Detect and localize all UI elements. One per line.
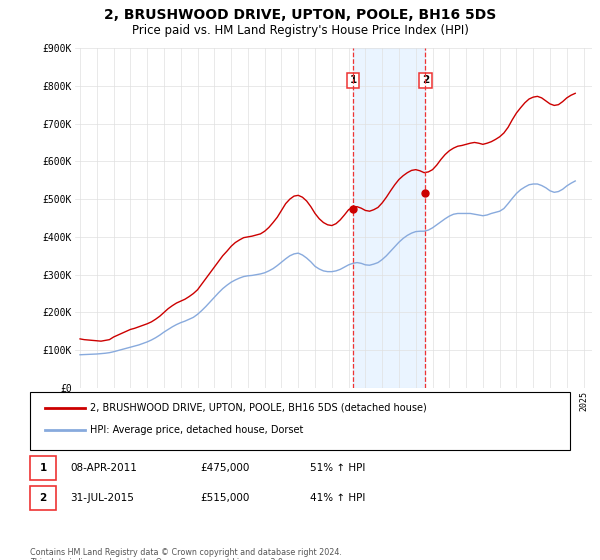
Text: 41% ↑ HPI: 41% ↑ HPI: [310, 493, 365, 503]
Text: £475,000: £475,000: [200, 463, 250, 473]
Text: 2: 2: [40, 493, 47, 503]
Text: Contains HM Land Registry data © Crown copyright and database right 2024.
This d: Contains HM Land Registry data © Crown c…: [30, 548, 342, 560]
Text: 51% ↑ HPI: 51% ↑ HPI: [310, 463, 365, 473]
Text: £515,000: £515,000: [200, 493, 250, 503]
Bar: [353, 48, 425, 388]
Text: 08-APR-2011: 08-APR-2011: [70, 463, 137, 473]
Text: 31-JUL-2015: 31-JUL-2015: [70, 493, 134, 503]
Text: 1: 1: [350, 75, 357, 85]
Text: Price paid vs. HM Land Registry's House Price Index (HPI): Price paid vs. HM Land Registry's House …: [131, 24, 469, 37]
Text: 2, BRUSHWOOD DRIVE, UPTON, POOLE, BH16 5DS (detached house): 2, BRUSHWOOD DRIVE, UPTON, POOLE, BH16 5…: [90, 403, 427, 413]
Text: 1: 1: [40, 463, 47, 473]
Text: 2, BRUSHWOOD DRIVE, UPTON, POOLE, BH16 5DS: 2, BRUSHWOOD DRIVE, UPTON, POOLE, BH16 5…: [104, 8, 496, 22]
Text: 2: 2: [422, 75, 429, 85]
Text: HPI: Average price, detached house, Dorset: HPI: Average price, detached house, Dors…: [90, 425, 304, 435]
